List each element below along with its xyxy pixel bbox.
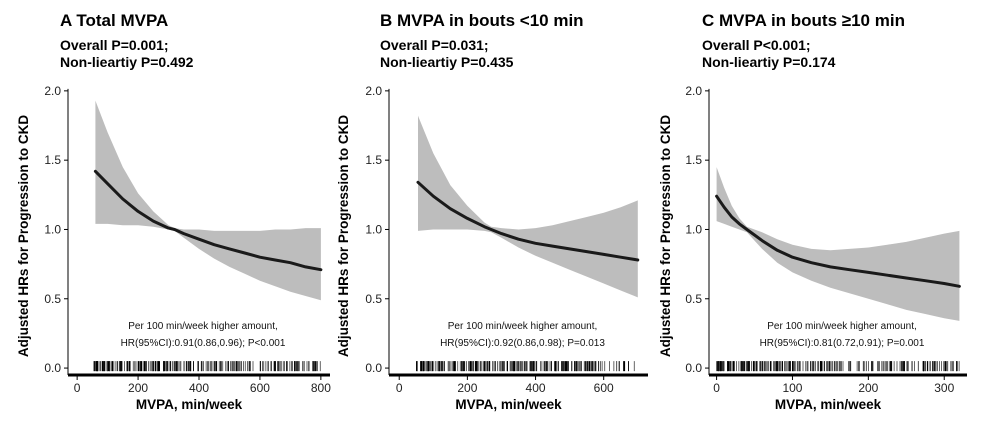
- confidence-band: [418, 115, 638, 298]
- panel-c: C MVPA in bouts ≥10 min Overall P<0.001;N…: [658, 11, 967, 412]
- x-axis-title: MVPA, min/week: [455, 397, 562, 412]
- panel-letter: C: [702, 11, 719, 30]
- panel-title: C MVPA in bouts ≥10 min: [702, 11, 905, 30]
- y-axis-title: Adjusted HRs for Progression to CKD: [658, 115, 673, 358]
- rug-marks: [716, 361, 960, 372]
- panel-a: A Total MVPA Overall P=0.001;Non-lieartiy…: [16, 11, 331, 412]
- x-tick-label: 800: [311, 381, 331, 395]
- confidence-band: [95, 100, 321, 301]
- panel-subtitle-line: Overall P=0.001;: [60, 37, 169, 53]
- annotation-line: HR(95%CI):0.81(0.72,0.91); P=0.001: [760, 338, 925, 349]
- panel-title-text: MVPA in bouts ≥10 min: [719, 11, 905, 30]
- x-axis-title: MVPA, min/week: [775, 397, 882, 412]
- y-tick-label: 2.0: [365, 84, 382, 98]
- x-axis-title: MVPA, min/week: [136, 397, 243, 412]
- y-tick-label: 1.5: [44, 153, 61, 167]
- panel-letter: B: [380, 11, 397, 30]
- y-tick-label: 2.0: [44, 84, 61, 98]
- y-tick-label: 0.5: [365, 292, 382, 306]
- y-tick-label: 0.0: [685, 361, 702, 375]
- y-axis-title: Adjusted HRs for Progression to CKD: [16, 115, 31, 358]
- x-tick-label: 0: [74, 381, 81, 395]
- annotation-line: Per 100 min/week higher amount,: [448, 321, 598, 332]
- y-tick-label: 1.5: [365, 153, 382, 167]
- y-tick-label: 1.0: [685, 222, 702, 236]
- panel-subtitle-line: Overall P=0.031;: [380, 37, 489, 53]
- panel-subtitle-line: Non-lieartiy P=0.492: [60, 54, 194, 70]
- rug-marks: [415, 361, 635, 372]
- hr-curve: [416, 180, 640, 262]
- x-tick-label: 200: [457, 381, 477, 395]
- x-tick-label: 0: [396, 381, 403, 395]
- rug-marks: [93, 361, 321, 372]
- panel-title-text: Total MVPA: [76, 11, 168, 30]
- y-tick-label: 2.0: [685, 84, 702, 98]
- x-tick-label: 400: [189, 381, 209, 395]
- x-tick-label: 400: [526, 381, 546, 395]
- panel-title: A Total MVPA: [60, 11, 168, 30]
- x-tick-label: 200: [128, 381, 148, 395]
- hr-curve: [93, 169, 323, 272]
- x-tick-label: 0: [713, 381, 720, 395]
- y-tick-label: 1.0: [365, 222, 382, 236]
- y-tick-label: 0.5: [44, 292, 61, 306]
- annotation-line: Per 100 min/week higher amount,: [128, 321, 278, 332]
- annotation-line: Per 100 min/week higher amount,: [767, 321, 917, 332]
- panel-b: B MVPA in bouts <10 min Overall P=0.031;N…: [336, 11, 648, 412]
- hr-curve: [715, 194, 961, 288]
- x-tick-label: 200: [858, 381, 878, 395]
- confidence-band: [716, 167, 960, 321]
- annotation-line: HR(95%CI):0.92(0.86,0.98); P=0.013: [440, 338, 605, 349]
- panel-letter: A: [60, 11, 76, 30]
- panel-title: B MVPA in bouts <10 min: [380, 11, 584, 30]
- y-tick-label: 0.5: [685, 292, 702, 306]
- x-tick-label: 100: [782, 381, 802, 395]
- y-tick-label: 0.0: [365, 361, 382, 375]
- panel-subtitle-line: Overall P<0.001;: [702, 37, 811, 53]
- annotation-line: HR(95%CI):0.91(0.86,0.96); P<0.001: [121, 338, 286, 349]
- x-tick-label: 600: [594, 381, 614, 395]
- y-tick-label: 1.5: [685, 153, 702, 167]
- y-axis-title: Adjusted HRs for Progression to CKD: [336, 115, 351, 358]
- x-tick-label: 600: [250, 381, 270, 395]
- panel-subtitle-line: Non-lieartiy P=0.435: [380, 54, 514, 70]
- y-tick-label: 1.0: [44, 222, 61, 236]
- y-tick-label: 0.0: [44, 361, 61, 375]
- panel-subtitle-line: Non-lieartiy P=0.174: [702, 54, 836, 70]
- x-tick-label: 300: [934, 381, 954, 395]
- panel-title-text: MVPA in bouts <10 min: [397, 11, 584, 30]
